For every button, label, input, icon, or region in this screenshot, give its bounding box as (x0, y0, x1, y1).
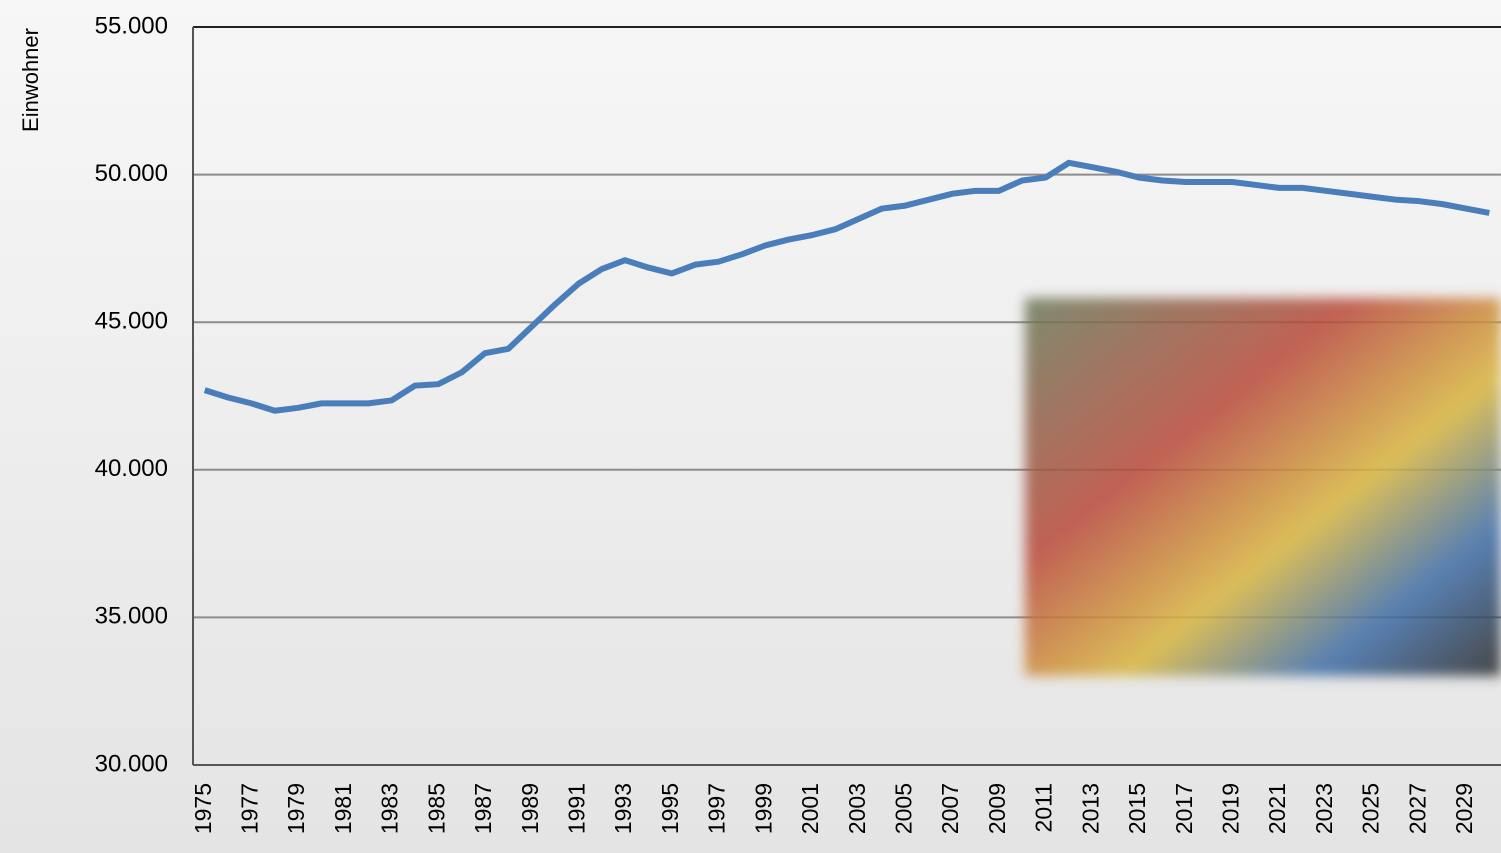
x-tick-label: 2025 (1358, 783, 1384, 834)
x-tick-label: 2019 (1217, 783, 1243, 834)
x-tick-label: 2029 (1451, 783, 1477, 834)
x-tick-label: 2013 (1077, 783, 1103, 834)
x-tick-label: 1999 (750, 783, 776, 834)
x-tick-label: 1977 (236, 783, 262, 834)
photo-crowd (1025, 298, 1501, 676)
x-tick-label: 1983 (377, 783, 403, 834)
x-tick-label: 1991 (563, 783, 589, 834)
x-tick-label: 2007 (937, 783, 963, 834)
y-tick-label: 55.000 (95, 12, 168, 39)
x-tick-label: 2017 (1171, 783, 1197, 834)
x-tick-label: 2003 (844, 783, 870, 834)
y-tick-label: 40.000 (95, 455, 168, 482)
x-tick-label: 2027 (1404, 783, 1430, 834)
x-tick-label: 1987 (470, 783, 496, 834)
x-tick-label: 2009 (984, 783, 1010, 834)
x-tick-label: 1989 (517, 783, 543, 834)
x-tick-label: 1997 (704, 783, 730, 834)
y-tick-label: 30.000 (95, 750, 168, 777)
x-tick-label: 1993 (610, 783, 636, 834)
x-tick-label: 1979 (283, 783, 309, 834)
y-tick-label: 45.000 (95, 308, 168, 335)
x-tick-label: 2015 (1124, 783, 1150, 834)
x-tick-label: 2011 (1031, 783, 1057, 832)
y-tick-label: 50.000 (95, 160, 168, 187)
x-tick-label: 2023 (1311, 783, 1337, 834)
x-tick-label: 2001 (797, 783, 823, 834)
x-tick-label: 1985 (423, 783, 449, 834)
x-tick-label: 1975 (190, 783, 216, 834)
x-tick-label: 2021 (1264, 783, 1290, 834)
x-tick-label: 1981 (330, 783, 356, 834)
x-tick-label: 1995 (657, 783, 683, 834)
y-axis-label: Einwohner (18, 28, 43, 132)
data-line (203, 159, 1490, 414)
y-tick-label: 35.000 (95, 603, 168, 630)
x-tick-label: 2005 (890, 783, 916, 834)
